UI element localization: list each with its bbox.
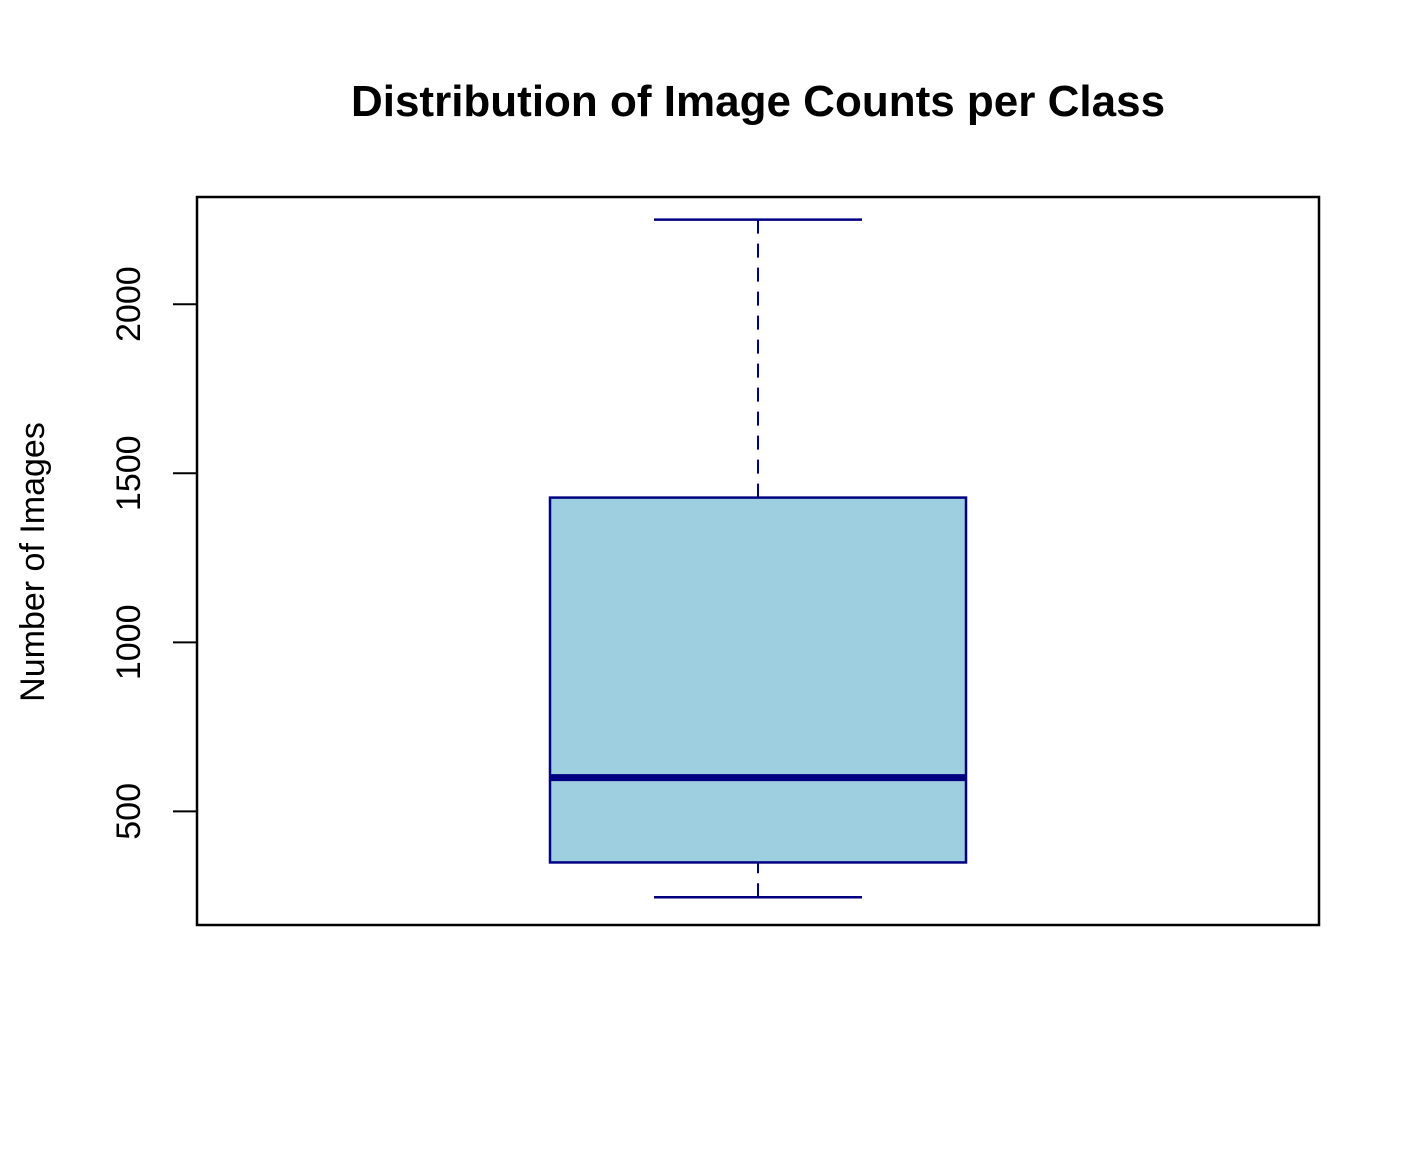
y-tick-label: 2000 bbox=[110, 266, 148, 342]
interquartile-box bbox=[548, 496, 968, 864]
y-tick-label: 1000 bbox=[110, 605, 148, 681]
chart-title: Distribution of Image Counts per Class bbox=[351, 77, 1165, 126]
y-tick-label: 1500 bbox=[110, 435, 148, 511]
y-axis: 500 1000 1500 2000 bbox=[110, 266, 198, 840]
y-tick-label: 500 bbox=[110, 783, 148, 840]
box-group bbox=[548, 218, 968, 899]
y-axis-label: Number of Images bbox=[14, 422, 52, 702]
